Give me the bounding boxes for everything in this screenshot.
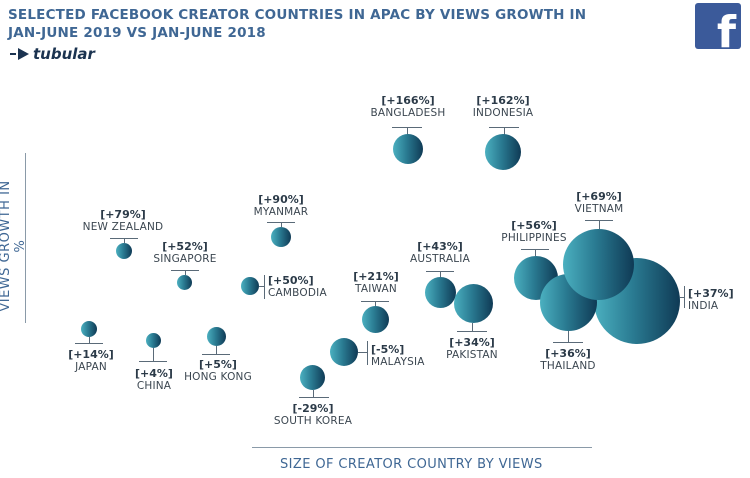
leader-south-korea-stem [313, 390, 314, 397]
label-hong-kong: [+5%] HONG KONG [184, 358, 252, 383]
leader-thailand [553, 342, 583, 343]
bubble-japan[interactable] [81, 321, 97, 337]
leader-taiwan-stem [375, 301, 376, 306]
bubble-china[interactable] [146, 333, 161, 348]
label-cambodia: [+50%] CAMBODIA [268, 274, 327, 299]
bubble-indonesia[interactable] [485, 134, 521, 170]
bubble-hong-kong[interactable] [207, 327, 226, 346]
bubble-pakistan[interactable] [454, 284, 493, 323]
leader-indonesia-stem [504, 127, 505, 135]
label-philippines: [+56%] PHILIPPINES [501, 219, 567, 244]
bubble-singapore[interactable] [177, 275, 192, 290]
leader-japan [75, 343, 103, 344]
bubble-cambodia[interactable] [241, 277, 259, 295]
logo-arrow-icon [18, 48, 29, 60]
chart-title-line2: JAN-JUNE 2019 VS JAN-JUNE 2018 [8, 25, 266, 41]
logo-text: tubular [33, 45, 95, 63]
bubble-australia[interactable] [425, 277, 456, 308]
chart-title: SELECTED FACEBOOK CREATOR COUNTRIES IN A… [8, 6, 586, 42]
label-south-korea: [-29%] SOUTH KOREA [273, 402, 353, 427]
label-singapore: [+52%] SINGAPORE [153, 240, 217, 265]
leader-hong-kong [202, 354, 230, 355]
bubble-bangladesh[interactable] [393, 134, 423, 164]
label-taiwan: [+21%] TAIWAN [353, 270, 399, 295]
y-axis-label: VIEWS GROWTH IN % [0, 180, 28, 312]
chart-title-line1: SELECTED FACEBOOK CREATOR COUNTRIES IN A… [8, 7, 587, 23]
bubble-malaysia[interactable] [330, 338, 358, 366]
leader-vietnam-stem [599, 220, 600, 229]
leader-myanmar-stem [281, 222, 282, 227]
leader-cambodia [264, 275, 265, 299]
leader-australia-stem [440, 271, 441, 277]
label-malaysia: [-5%] MALAYSIA [371, 343, 425, 368]
label-india: [+37%] INDIA [688, 287, 734, 312]
y-axis-line [25, 153, 26, 323]
leader-india [684, 286, 685, 308]
label-australia: [+43%] AUSTRALIA [410, 240, 470, 265]
leader-bangladesh-stem [407, 127, 408, 135]
label-pakistan: [+34%] PAKISTAN [446, 336, 498, 361]
label-japan: [+14%] JAPAN [68, 348, 114, 373]
bubble-myanmar[interactable] [271, 227, 291, 247]
leader-cambodia-stem [259, 286, 264, 287]
tubular-logo: tubular [10, 45, 95, 63]
label-bangladesh: [+166%] BANGLADESH [370, 94, 446, 119]
leader-south-korea [299, 397, 329, 398]
leader-thailand-stem [568, 331, 569, 342]
facebook-glyph: f [716, 7, 736, 50]
x-axis-line [252, 447, 592, 448]
label-vietnam: [+69%] VIETNAM [574, 190, 624, 215]
label-new-zealand: [+79%] NEW ZEALAND [82, 208, 164, 233]
leader-china [139, 361, 167, 362]
leader-malaysia-stem [358, 352, 367, 353]
label-thailand: [+36%] THAILAND [540, 347, 596, 372]
bubble-vietnam[interactable] [563, 229, 634, 300]
leader-singapore-stem [185, 270, 186, 275]
bubble-taiwan[interactable] [362, 306, 389, 333]
leader-japan-stem [89, 337, 90, 343]
bubble-new-zealand[interactable] [116, 243, 132, 259]
leader-new-zealand-stem [124, 238, 125, 243]
label-china: [+4%] CHINA [135, 367, 173, 392]
leader-china-stem [153, 348, 154, 361]
bubble-south-korea[interactable] [300, 365, 325, 390]
facebook-icon: f [695, 3, 741, 49]
leader-philippines-stem [535, 249, 536, 256]
leader-pakistan [457, 331, 487, 332]
leader-malaysia [367, 341, 368, 365]
leader-india-stem [680, 297, 684, 298]
label-myanmar: [+90%] MYANMAR [253, 193, 309, 218]
label-indonesia: [+162%] INDONESIA [472, 94, 534, 119]
logo-dash-icon [10, 53, 16, 55]
leader-pakistan-stem [472, 323, 473, 331]
leader-hong-kong-stem [216, 346, 217, 354]
x-axis-label: SIZE OF CREATOR COUNTRY BY VIEWS [280, 457, 543, 472]
